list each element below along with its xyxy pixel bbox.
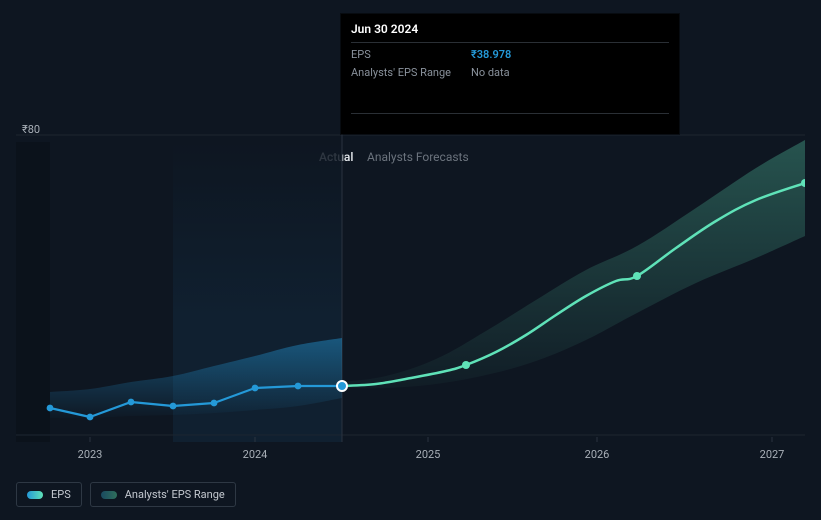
x-axis-tick-label: 2025 [416,448,441,461]
legend-item-eps-range[interactable]: Analysts' EPS Range [90,482,236,507]
legend-label: Analysts' EPS Range [125,488,225,501]
eps-forecast-chart: Jun 30 2024 EPS₹38.978Analysts' EPS Rang… [0,0,821,520]
tooltip-date: Jun 30 2024 [351,22,669,43]
legend-item-eps[interactable]: EPS [16,482,82,507]
legend-swatch [101,491,117,499]
tooltip-row-value: ₹38.978 [471,48,511,61]
tooltip-row: EPS₹38.978 [351,43,669,61]
x-axis-tick-label: 2027 [760,448,785,461]
tooltip-row-label: Analysts' EPS Range [351,66,471,79]
x-axis-tick-label: 2024 [243,448,268,461]
tooltip-row-label: EPS [351,48,471,61]
chart-plot-area[interactable] [16,118,805,442]
x-axis-tick-label: 2023 [78,448,103,461]
tooltip-row-value: No data [471,66,510,79]
legend-label: EPS [51,488,71,501]
legend-swatch [27,491,43,499]
chart-legend: EPS Analysts' EPS Range [16,482,236,507]
x-axis-tick-label: 2026 [585,448,610,461]
tooltip-divider [351,113,669,114]
chart-tooltip: Jun 30 2024 EPS₹38.978Analysts' EPS Rang… [341,14,679,134]
tooltip-row: Analysts' EPS RangeNo data [351,61,669,79]
